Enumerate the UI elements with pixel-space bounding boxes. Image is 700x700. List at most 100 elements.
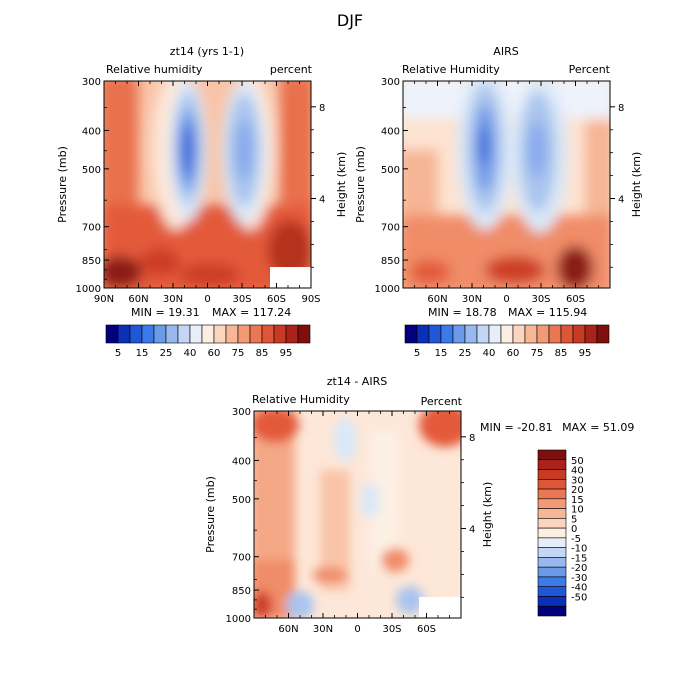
- colorbar-swatch: [416, 324, 430, 344]
- panel-obs: AIRS Relative Humidity Percent: [354, 45, 643, 305]
- x-tick-label: 60S: [267, 294, 286, 305]
- colorbar-swatch: [537, 547, 567, 558]
- y-tick-label: 500: [82, 165, 101, 176]
- x-tick-label: 30N: [313, 624, 333, 635]
- colorbar-swatch: [273, 324, 287, 344]
- colorbar-label: 75: [232, 348, 245, 359]
- colorbar-swatch: [536, 324, 550, 344]
- colorbar-label: 5: [571, 514, 577, 525]
- x-tick-label: 0: [503, 294, 509, 305]
- y-tick-label: 400: [82, 126, 101, 137]
- colorbar-swatch: [285, 324, 299, 344]
- colorbar-label: 85: [256, 348, 269, 359]
- panel-diff-variable: Relative Humidity: [252, 393, 350, 406]
- y-tick-label: 500: [381, 165, 400, 176]
- colorbar-swatch: [537, 605, 567, 617]
- colorbar-swatch: [512, 324, 526, 344]
- colorbar-swatch: [153, 324, 167, 344]
- colorbar-label: 20: [571, 485, 584, 496]
- y-right-tick-label: 8: [469, 433, 475, 444]
- x-tick-label: 60N: [427, 294, 447, 305]
- colorbar-swatch: [537, 557, 567, 568]
- colorbar-label: 15: [435, 348, 448, 359]
- y-tick-label: 1000: [226, 614, 251, 625]
- x-tick-label: 60N: [278, 624, 298, 635]
- y-tick-label: 300: [82, 77, 101, 88]
- colorbar-label: 75: [531, 348, 544, 359]
- colorbar-label: 10: [571, 505, 584, 516]
- panel-model-min: MIN = 19.31: [131, 306, 200, 319]
- colorbar-swatch: [537, 459, 567, 470]
- colorbar-swatch: [537, 478, 567, 490]
- panel-obs-max: MAX = 115.94: [508, 306, 587, 319]
- panel-model-variable: Relative humidity: [106, 63, 203, 76]
- panel-obs-min: MIN = 18.78: [428, 306, 497, 319]
- colorbar-swatch: [584, 324, 598, 344]
- colorbar-label: 40: [483, 348, 496, 359]
- colorbar-swatch: [117, 324, 131, 344]
- y-tick-label: 1000: [375, 284, 400, 295]
- colorbar-label: -20: [571, 563, 587, 574]
- y-tick-label: 700: [232, 553, 251, 564]
- colorbar-label: -10: [571, 544, 587, 555]
- colorbar-label: 25: [160, 348, 173, 359]
- colorbar-swatch: [572, 324, 586, 344]
- y-tick-label: 850: [381, 256, 400, 267]
- y-tick-label: 700: [82, 223, 101, 234]
- panel-obs-contour-field: [403, 81, 610, 288]
- colorbar-label: 95: [280, 348, 293, 359]
- y-tick-label: 400: [381, 126, 400, 137]
- colorbar-label: 40: [184, 348, 197, 359]
- colorbar-swatch: [261, 324, 275, 344]
- y-tick-label: 850: [82, 256, 101, 267]
- colorbar-swatch: [537, 596, 567, 607]
- colorbar-label: 50: [571, 456, 584, 467]
- colorbar-swatch: [537, 586, 567, 597]
- y-tick-label: 400: [232, 456, 251, 467]
- panel-diff: zt14 - AIRS Relative Humidity Percent: [204, 375, 494, 635]
- colorbar-swatch: [189, 324, 203, 344]
- panel-model: zt14 (yrs 1-1) Relative humidity percent: [56, 45, 348, 305]
- colorbar-label: 15: [136, 348, 149, 359]
- colorbar-swatch: [165, 324, 179, 344]
- missing-data-mask: [419, 597, 461, 618]
- y-tick-label: 1000: [76, 284, 101, 295]
- panel-model-max: MAX = 117.24: [212, 306, 291, 319]
- colorbar-label: -50: [571, 592, 587, 603]
- x-tick-label: 30N: [462, 294, 482, 305]
- colorbar-swatch: [537, 449, 567, 461]
- y-right-tick-label: 8: [319, 103, 325, 114]
- colorbar-label: -15: [571, 553, 587, 564]
- x-tick-label: 0: [354, 624, 360, 635]
- panel-obs-title: AIRS: [493, 45, 518, 58]
- panel-model-axes: 90N 60N 30N 0 30S 60S 90S 300 400 500 700 850 1000 8 4…: [56, 77, 348, 305]
- colorbar-swatch: [141, 324, 155, 344]
- colorbar-label: 15: [571, 495, 584, 506]
- y-tick-label: 700: [381, 223, 400, 234]
- colorbar-swatch: [464, 324, 478, 344]
- colorbar-swatch: [428, 324, 442, 344]
- colorbar-swatch: [105, 324, 119, 344]
- x-tick-label: 30S: [382, 624, 401, 635]
- colorbar-swatch: [537, 518, 567, 529]
- panel-model-units: percent: [270, 63, 313, 76]
- panel-model-title: zt14 (yrs 1-1): [170, 45, 244, 58]
- panel-obs-colorbar: 5 15 25 40 60 75 85 95: [404, 324, 610, 359]
- panel-obs-axes: 60N 30N 0 30S 60S 300 400 500 700 850 1000 8 4 Pressu…: [354, 77, 643, 305]
- colorbar-label: -30: [571, 573, 587, 584]
- y-right-axis-title: Height (km): [335, 152, 348, 218]
- colorbar-swatch: [404, 324, 418, 344]
- panel-obs-variable: Relative Humidity: [402, 63, 500, 76]
- colorbar-swatch: [129, 324, 143, 344]
- figure-title: DJF: [337, 11, 363, 30]
- x-tick-label: 90S: [301, 294, 320, 305]
- y-axis-title: Pressure (mb): [204, 476, 217, 553]
- x-tick-label: 30S: [531, 294, 550, 305]
- colorbar-label: 5: [115, 348, 121, 359]
- colorbar-label: 25: [459, 348, 472, 359]
- y-axis-title: Pressure (mb): [56, 146, 69, 223]
- colorbar-swatch: [537, 508, 567, 519]
